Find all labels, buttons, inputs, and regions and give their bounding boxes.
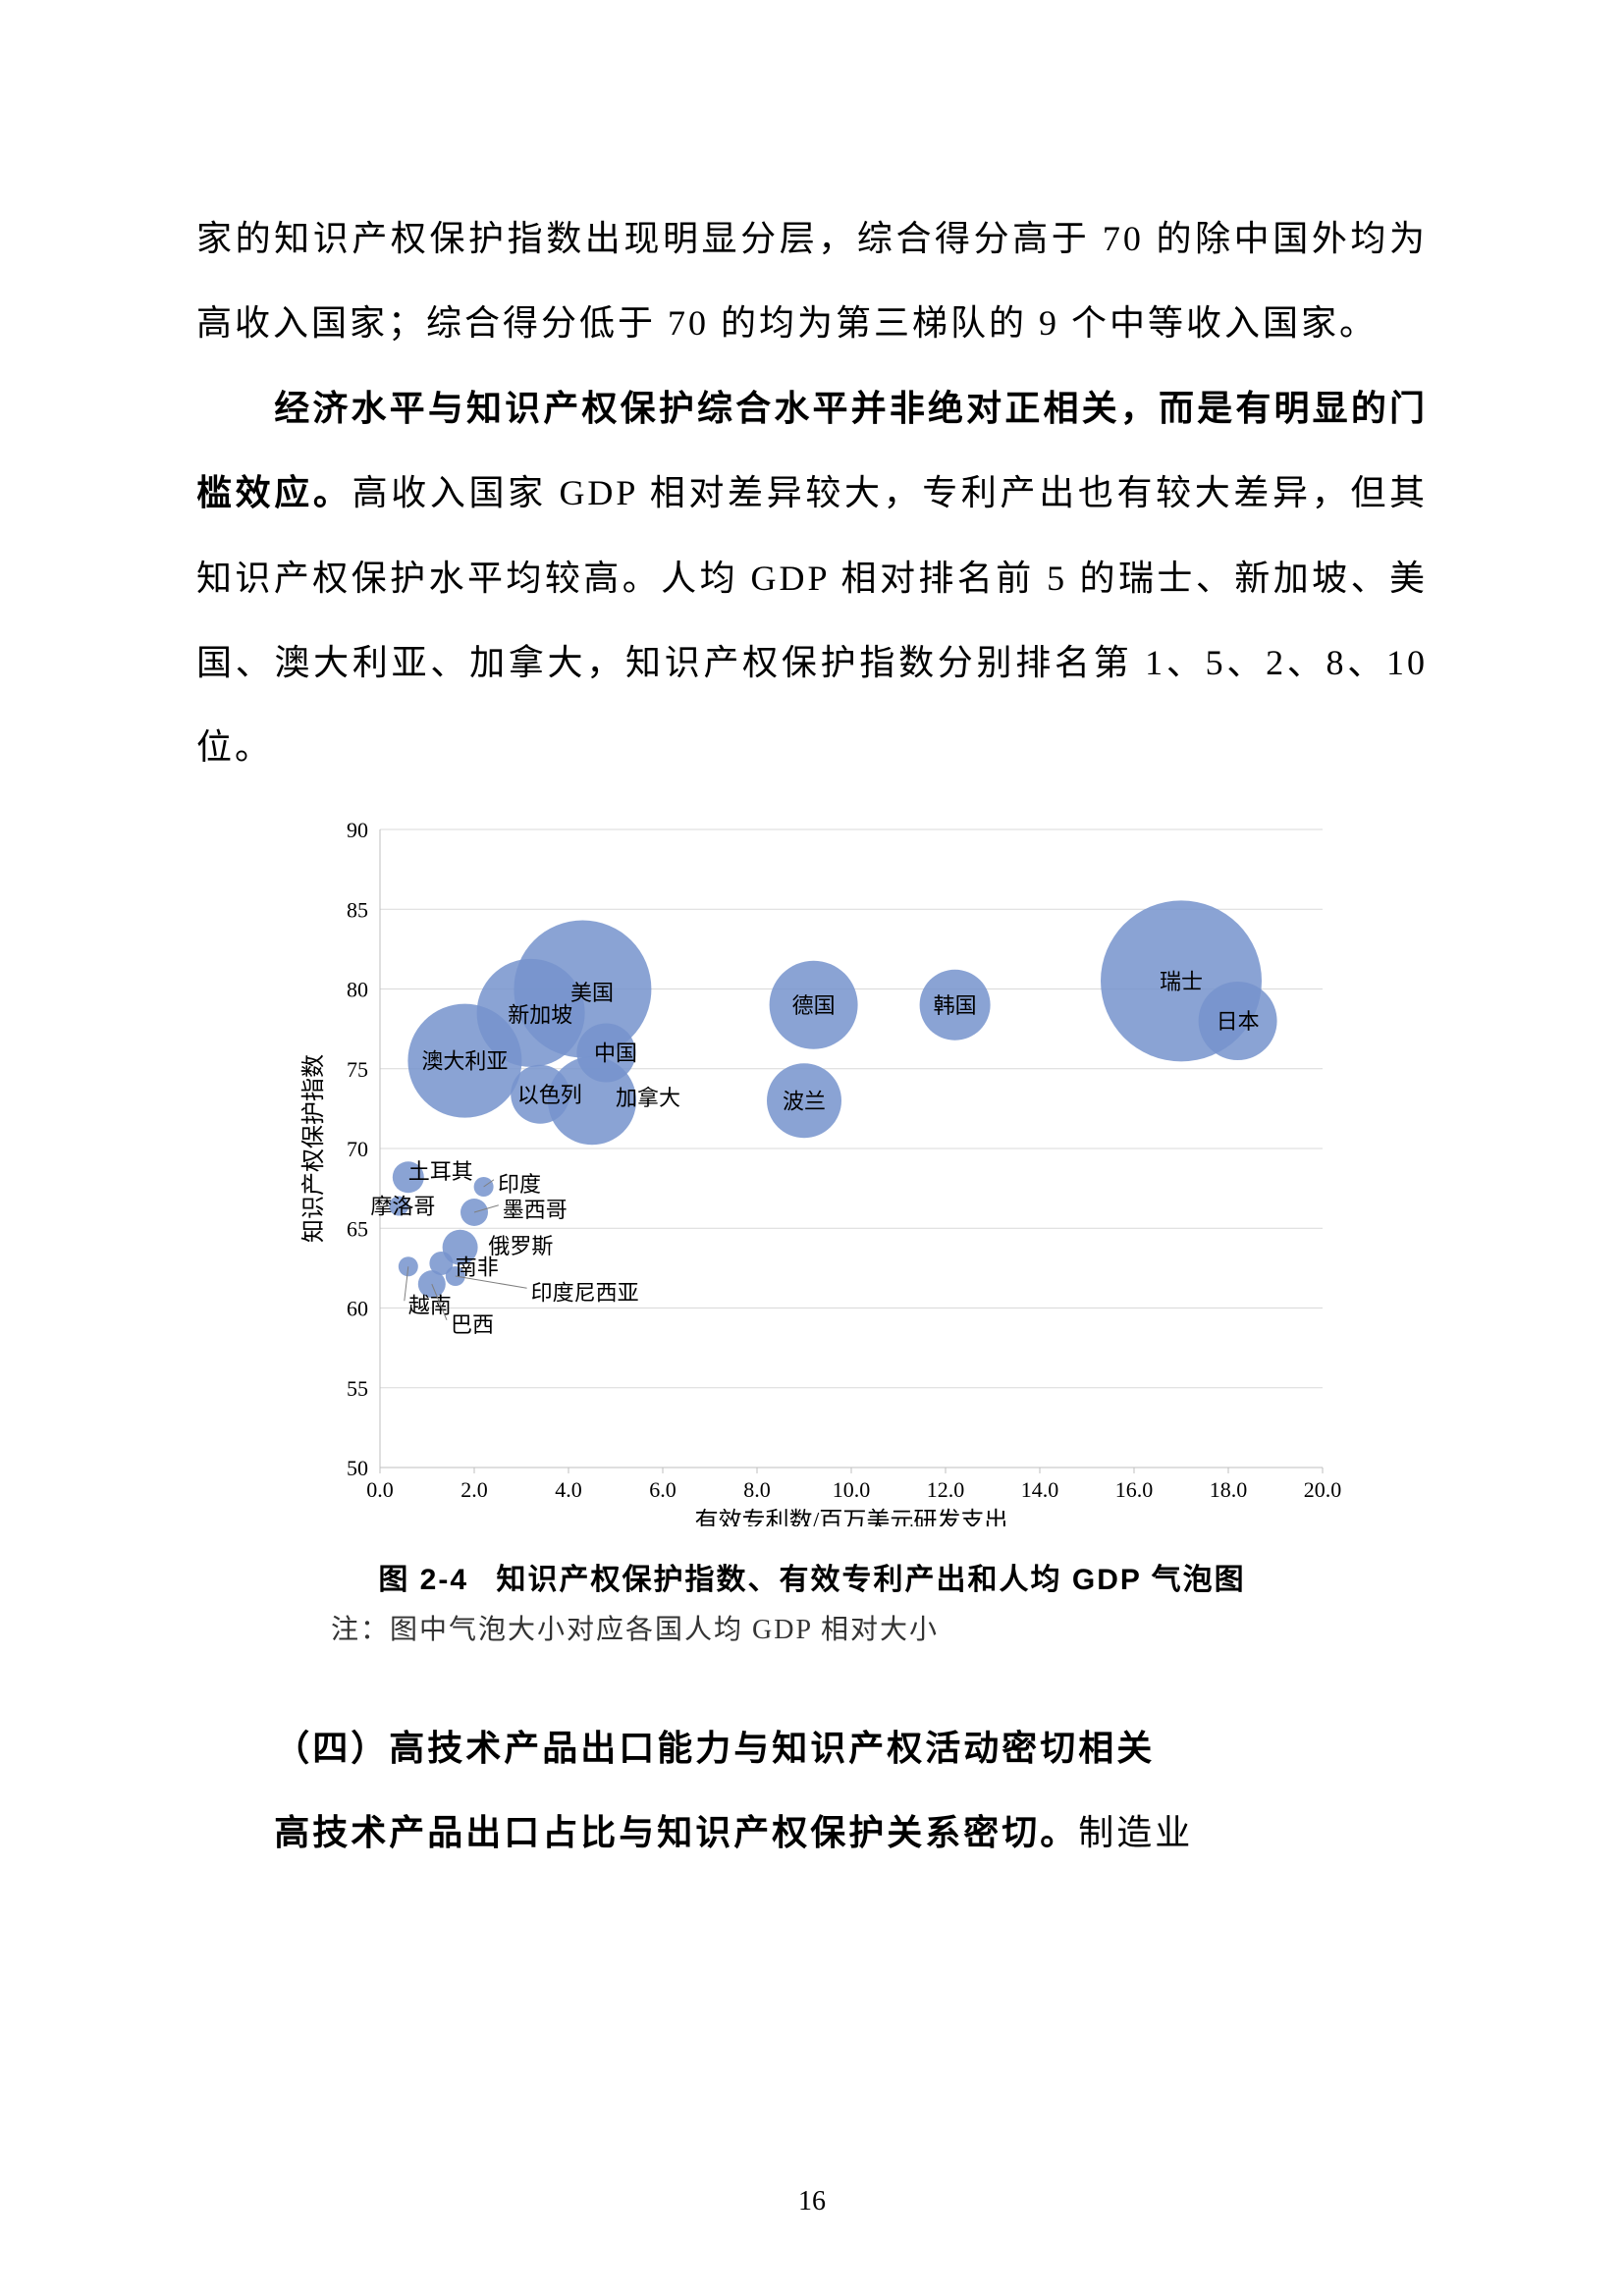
svg-text:4.0: 4.0 bbox=[555, 1477, 582, 1502]
bubble-label-中国: 中国 bbox=[594, 1041, 637, 1065]
svg-text:18.0: 18.0 bbox=[1210, 1477, 1248, 1502]
svg-text:70: 70 bbox=[347, 1137, 368, 1161]
bubble-label-土耳其: 土耳其 bbox=[408, 1158, 473, 1183]
bubble-label-瑞士: 瑞士 bbox=[1160, 969, 1203, 993]
bubble-label-墨西哥: 墨西哥 bbox=[503, 1197, 568, 1221]
figure-note: 注：图中气泡大小对应各国人均 GDP 相对大小 bbox=[331, 1608, 1352, 1647]
svg-text:55: 55 bbox=[347, 1375, 368, 1400]
svg-text:20.0: 20.0 bbox=[1304, 1477, 1342, 1502]
page-number: 16 bbox=[0, 2186, 1624, 2217]
bubble-label-韩国: 韩国 bbox=[934, 992, 977, 1017]
bubble-label-巴西: 巴西 bbox=[451, 1311, 494, 1336]
bubble-label-美国: 美国 bbox=[570, 980, 614, 1004]
paragraph-2-rest: 高收入国家 GDP 相对差异较大，专利产出也有较大差异，但其知识产权保护水平均较… bbox=[196, 473, 1428, 767]
svg-text:8.0: 8.0 bbox=[743, 1477, 771, 1502]
svg-text:10.0: 10.0 bbox=[833, 1477, 871, 1502]
bubble-label-澳大利亚: 澳大利亚 bbox=[421, 1048, 508, 1073]
svg-text:6.0: 6.0 bbox=[649, 1477, 677, 1502]
bubble-label-越南: 越南 bbox=[408, 1293, 452, 1317]
paragraph-2: 经济水平与知识产权保护综合水平并非绝对正相关，而是有明显的门槛效应。高收入国家 … bbox=[196, 366, 1428, 790]
bubble-label-加拿大: 加拿大 bbox=[616, 1086, 680, 1110]
svg-text:85: 85 bbox=[347, 897, 368, 922]
svg-text:12.0: 12.0 bbox=[927, 1477, 965, 1502]
svg-text:50: 50 bbox=[347, 1456, 368, 1480]
bubble-label-日本: 日本 bbox=[1217, 1009, 1260, 1034]
bubble-label-波兰: 波兰 bbox=[783, 1089, 826, 1113]
bubble-chart: 50 55 60 65 70 75 80 85 90 0.0 2.0 4.0 6.0 8.0 10.0 12.… bbox=[272, 820, 1352, 1526]
bubble-label-印度: 印度 bbox=[498, 1171, 541, 1196]
paragraph-3-lead: 高技术产品出口占比与知识产权保护关系密切。 bbox=[274, 1812, 1078, 1852]
bubble-label-以色列: 以色列 bbox=[517, 1082, 582, 1106]
bubble-label-德国: 德国 bbox=[792, 992, 836, 1017]
svg-text:16.0: 16.0 bbox=[1115, 1477, 1154, 1502]
svg-text:75: 75 bbox=[347, 1056, 368, 1081]
svg-text:65: 65 bbox=[347, 1216, 368, 1241]
svg-text:0.0: 0.0 bbox=[366, 1477, 394, 1502]
bubble-label-印度尼西亚: 印度尼西亚 bbox=[531, 1280, 639, 1305]
x-axis-title: 有效专利数/百万美元研发支出 bbox=[695, 1508, 1008, 1526]
bubble-label-摩洛哥: 摩洛哥 bbox=[370, 1194, 435, 1218]
figure-caption: 图 2-4 知识产权保护指数、有效专利产出和人均 GDP 气泡图 bbox=[272, 1555, 1352, 1598]
heading-4: （四）高技术产品出口能力与知识产权活动密切相关 bbox=[196, 1706, 1428, 1790]
y-axis-title: 知识产权保护指数 bbox=[300, 1054, 327, 1243]
svg-text:60: 60 bbox=[347, 1296, 368, 1320]
svg-text:14.0: 14.0 bbox=[1021, 1477, 1059, 1502]
figure-title: 知识产权保护指数、有效专利产出和人均 GDP 气泡图 bbox=[497, 1564, 1246, 1596]
paragraph-3: 高技术产品出口占比与知识产权保护关系密切。制造业 bbox=[196, 1790, 1428, 1875]
bubble-label-南非: 南非 bbox=[456, 1255, 499, 1279]
svg-text:90: 90 bbox=[347, 820, 368, 842]
bubble-label-新加坡: 新加坡 bbox=[508, 1002, 572, 1027]
figure-number: 图 2-4 bbox=[378, 1564, 468, 1596]
figure-2-4: 50 55 60 65 70 75 80 85 90 0.0 2.0 4.0 6.0 8.0 10.0 12.… bbox=[272, 820, 1352, 1647]
paragraph-1: 家的知识产权保护指数出现明显分层，综合得分高于 70 的除中国外均为高收入国家；… bbox=[196, 196, 1428, 366]
paragraph-3-rest: 制造业 bbox=[1078, 1813, 1193, 1852]
svg-text:2.0: 2.0 bbox=[460, 1477, 488, 1502]
svg-text:80: 80 bbox=[347, 977, 368, 1001]
